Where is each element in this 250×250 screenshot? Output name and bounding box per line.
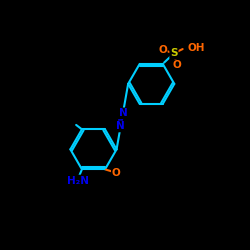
Text: S: S [170, 48, 178, 58]
Text: O: O [158, 45, 167, 55]
Text: N: N [116, 122, 125, 132]
Text: O: O [172, 60, 181, 70]
Text: H₂N: H₂N [67, 176, 89, 186]
Text: O: O [112, 168, 120, 178]
Text: N: N [118, 108, 127, 118]
Text: OH: OH [188, 42, 205, 52]
